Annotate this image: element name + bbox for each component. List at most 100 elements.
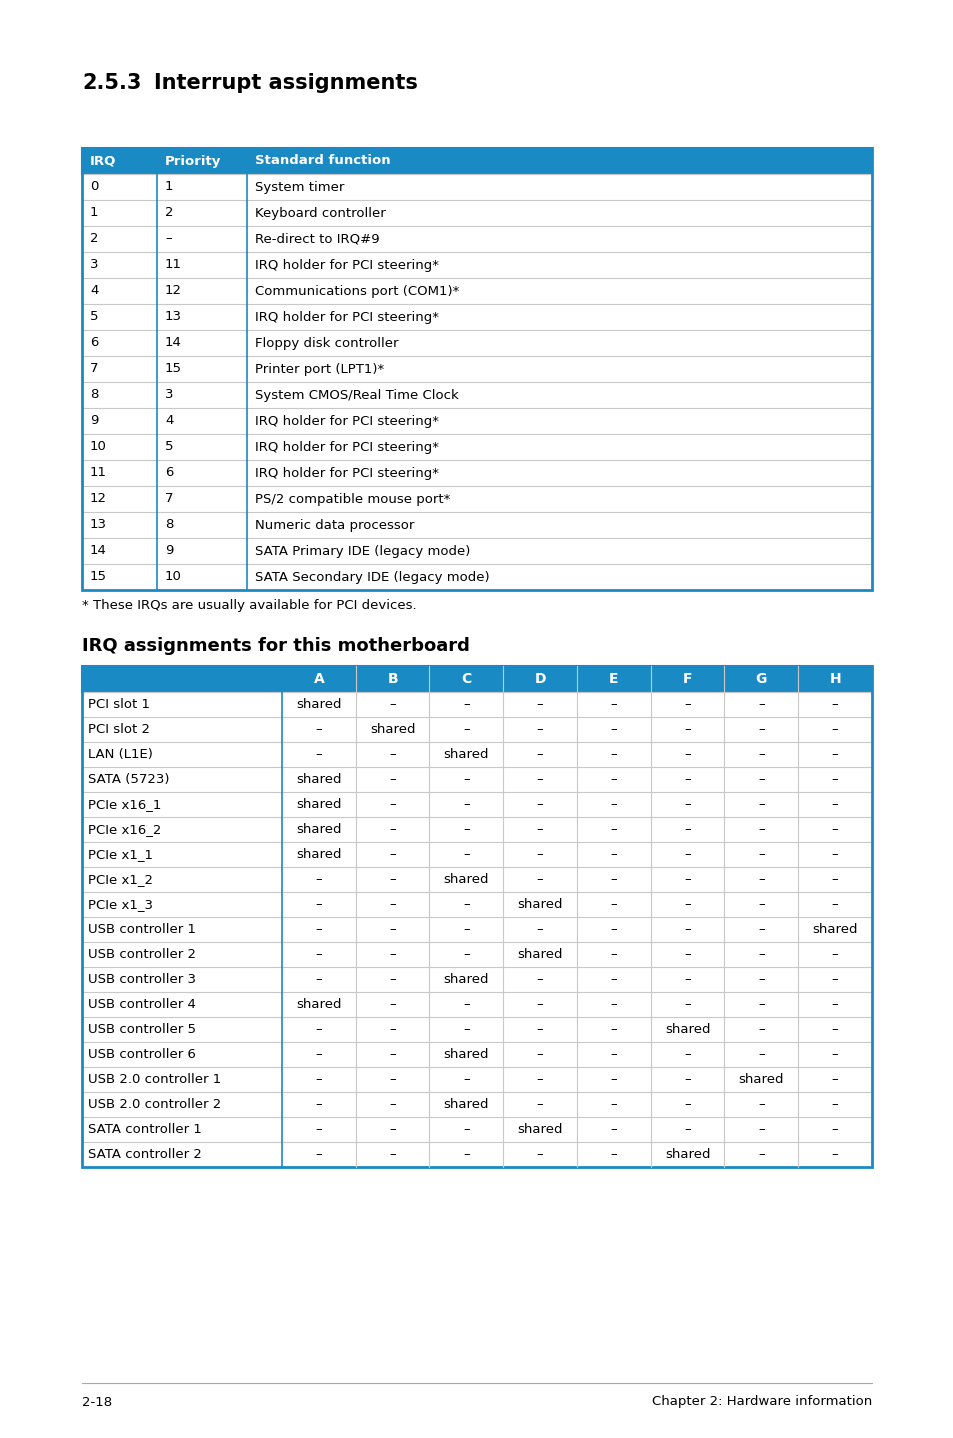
Text: IRQ assignments for this motherboard: IRQ assignments for this motherboard xyxy=(82,637,470,654)
Text: –: – xyxy=(389,873,395,886)
Text: –: – xyxy=(758,1048,764,1061)
Text: –: – xyxy=(683,998,690,1011)
Text: USB controller 1: USB controller 1 xyxy=(88,923,195,936)
Text: * These IRQs are usually available for PCI devices.: * These IRQs are usually available for P… xyxy=(82,600,416,613)
Text: –: – xyxy=(610,748,617,761)
Text: –: – xyxy=(683,923,690,936)
Text: –: – xyxy=(389,748,395,761)
Text: Keyboard controller: Keyboard controller xyxy=(254,207,385,220)
Text: –: – xyxy=(315,1073,322,1086)
Text: –: – xyxy=(315,723,322,736)
Text: PCIe x16_1: PCIe x16_1 xyxy=(88,798,161,811)
Text: 14: 14 xyxy=(90,545,107,558)
Text: 8: 8 xyxy=(165,519,173,532)
Text: shared: shared xyxy=(295,798,341,811)
Text: –: – xyxy=(610,798,617,811)
Text: –: – xyxy=(683,948,690,961)
Text: –: – xyxy=(389,823,395,835)
Text: –: – xyxy=(683,774,690,787)
Text: –: – xyxy=(831,974,838,986)
Text: IRQ: IRQ xyxy=(90,154,116,167)
Text: –: – xyxy=(683,1073,690,1086)
Text: –: – xyxy=(462,1073,469,1086)
Text: 0: 0 xyxy=(90,181,98,194)
Text: –: – xyxy=(537,998,543,1011)
Text: PS/2 compatible mouse port*: PS/2 compatible mouse port* xyxy=(254,492,450,506)
Text: –: – xyxy=(758,1148,764,1160)
Text: 4: 4 xyxy=(165,414,173,427)
Text: –: – xyxy=(462,1148,469,1160)
Text: PCIe x1_2: PCIe x1_2 xyxy=(88,873,152,886)
Text: 2: 2 xyxy=(165,207,173,220)
Text: –: – xyxy=(683,798,690,811)
Text: shared: shared xyxy=(295,998,341,1011)
Text: 10: 10 xyxy=(90,440,107,453)
Text: –: – xyxy=(831,948,838,961)
Text: –: – xyxy=(389,923,395,936)
Text: –: – xyxy=(758,774,764,787)
Text: E: E xyxy=(608,672,618,686)
Text: SATA controller 2: SATA controller 2 xyxy=(88,1148,202,1160)
Text: –: – xyxy=(758,798,764,811)
Text: shared: shared xyxy=(517,897,562,912)
Bar xyxy=(82,666,871,692)
Text: System timer: System timer xyxy=(254,181,344,194)
Text: –: – xyxy=(831,1022,838,1035)
Text: –: – xyxy=(537,873,543,886)
Text: –: – xyxy=(683,697,690,710)
Text: –: – xyxy=(610,1022,617,1035)
Text: –: – xyxy=(610,923,617,936)
Text: USB 2.0 controller 1: USB 2.0 controller 1 xyxy=(88,1073,221,1086)
Text: IRQ holder for PCI steering*: IRQ holder for PCI steering* xyxy=(254,440,438,453)
Text: 4: 4 xyxy=(90,285,98,298)
Text: –: – xyxy=(758,974,764,986)
Text: SATA Secondary IDE (legacy mode): SATA Secondary IDE (legacy mode) xyxy=(254,571,489,584)
Text: –: – xyxy=(683,848,690,861)
Text: 2-18: 2-18 xyxy=(82,1395,112,1408)
Text: –: – xyxy=(758,1099,764,1112)
Text: –: – xyxy=(758,897,764,912)
Text: 15: 15 xyxy=(165,362,182,375)
Bar xyxy=(82,148,871,174)
Text: –: – xyxy=(683,1123,690,1136)
Text: 6: 6 xyxy=(90,336,98,349)
Text: System CMOS/Real Time Clock: System CMOS/Real Time Clock xyxy=(254,388,458,401)
Text: –: – xyxy=(462,697,469,710)
Text: 10: 10 xyxy=(165,571,182,584)
Text: 3: 3 xyxy=(90,259,98,272)
Text: SATA controller 1: SATA controller 1 xyxy=(88,1123,202,1136)
Text: shared: shared xyxy=(295,697,341,710)
Text: –: – xyxy=(610,1099,617,1112)
Text: –: – xyxy=(537,923,543,936)
Text: –: – xyxy=(537,974,543,986)
Text: 14: 14 xyxy=(165,336,182,349)
Text: USB controller 3: USB controller 3 xyxy=(88,974,195,986)
Text: –: – xyxy=(315,948,322,961)
Text: C: C xyxy=(460,672,471,686)
Text: –: – xyxy=(758,1123,764,1136)
Text: –: – xyxy=(610,774,617,787)
Text: –: – xyxy=(683,974,690,986)
Text: shared: shared xyxy=(443,1099,489,1112)
Text: –: – xyxy=(610,948,617,961)
Text: –: – xyxy=(315,1148,322,1160)
Text: –: – xyxy=(315,748,322,761)
Text: Re-direct to IRQ#9: Re-direct to IRQ#9 xyxy=(254,233,379,246)
Text: –: – xyxy=(610,873,617,886)
Text: –: – xyxy=(462,848,469,861)
Text: –: – xyxy=(758,823,764,835)
Text: 12: 12 xyxy=(90,492,107,506)
Text: –: – xyxy=(831,774,838,787)
Text: –: – xyxy=(758,948,764,961)
Text: 12: 12 xyxy=(165,285,182,298)
Text: –: – xyxy=(831,1073,838,1086)
Text: PCIe x16_2: PCIe x16_2 xyxy=(88,823,161,835)
Text: Floppy disk controller: Floppy disk controller xyxy=(254,336,398,349)
Text: –: – xyxy=(537,823,543,835)
Text: PCIe x1_3: PCIe x1_3 xyxy=(88,897,152,912)
Text: shared: shared xyxy=(443,974,489,986)
Text: –: – xyxy=(610,823,617,835)
Text: –: – xyxy=(462,1022,469,1035)
Text: G: G xyxy=(755,672,766,686)
Text: Priority: Priority xyxy=(165,154,221,167)
